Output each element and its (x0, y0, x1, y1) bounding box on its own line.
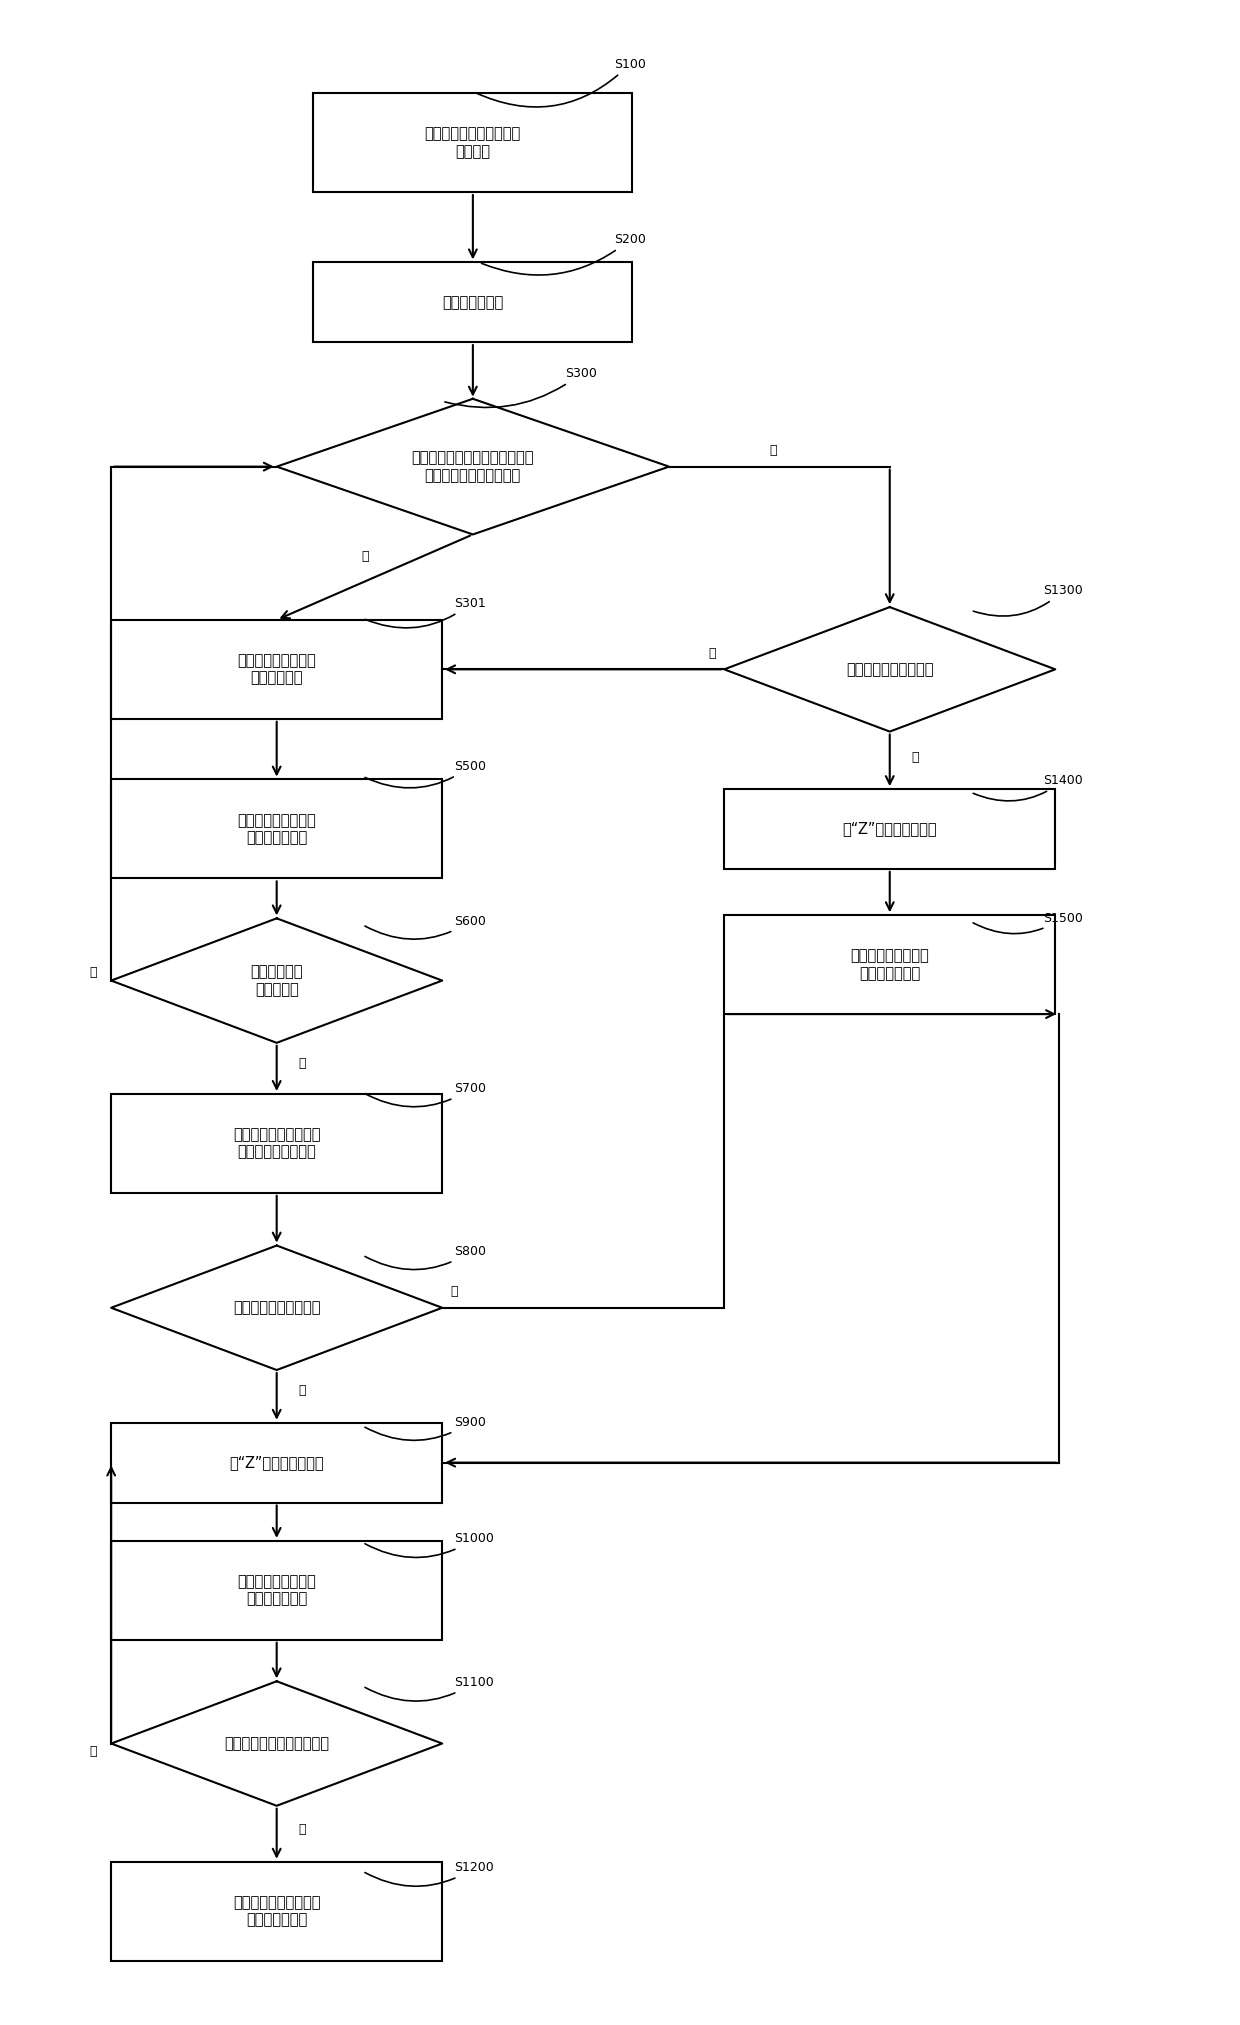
Text: 在移动过程中，获取
新的传感器信号: 在移动过程中，获取 新的传感器信号 (237, 1573, 316, 1606)
Text: S301: S301 (365, 597, 486, 628)
Text: 一种或多种传感器接收到
预警信号: 一种或多种传感器接收到 预警信号 (425, 126, 521, 158)
Text: 否: 否 (770, 443, 777, 458)
Polygon shape (112, 1245, 443, 1371)
Text: 在移动过程中，获取
新的传感器信号: 在移动过程中，获取 新的传感器信号 (237, 812, 316, 844)
Text: 在移动过程中，获取
新的传感器信号: 在移动过程中，获取 新的传感器信号 (851, 948, 929, 980)
Text: S1400: S1400 (973, 774, 1083, 802)
Text: 否: 否 (89, 1746, 97, 1758)
FancyBboxPatch shape (314, 93, 632, 192)
Polygon shape (112, 1681, 443, 1806)
Text: 根据收集到的信号个数判断是否
可以确认信号源可能方向: 根据收集到的信号个数判断是否 可以确认信号源可能方向 (412, 450, 534, 482)
Text: S1000: S1000 (365, 1533, 495, 1557)
Text: S100: S100 (475, 57, 646, 107)
Text: S1300: S1300 (973, 585, 1083, 616)
Text: S900: S900 (365, 1415, 486, 1440)
Polygon shape (112, 917, 443, 1043)
Text: S1100: S1100 (365, 1677, 495, 1701)
FancyBboxPatch shape (112, 780, 443, 879)
FancyBboxPatch shape (724, 790, 1055, 869)
Text: 本次预警信号处理过程
完毕，结束报警: 本次预警信号处理过程 完毕，结束报警 (233, 1895, 320, 1928)
Text: 发送预报警信号: 发送预报警信号 (443, 296, 503, 310)
Text: S800: S800 (365, 1245, 486, 1270)
Text: S1500: S1500 (973, 911, 1083, 934)
Text: S1200: S1200 (365, 1861, 495, 1885)
Text: S500: S500 (365, 759, 486, 788)
FancyBboxPatch shape (724, 915, 1055, 1015)
Text: 是: 是 (299, 1385, 306, 1397)
FancyBboxPatch shape (112, 1094, 443, 1193)
Text: 判断预警信号是否消失: 判断预警信号是否消失 (846, 662, 934, 676)
Text: 驱动机器人向信号源
可能方向移动: 驱动机器人向信号源 可能方向移动 (237, 654, 316, 686)
Text: 否: 否 (911, 751, 919, 763)
Text: 是: 是 (361, 549, 368, 563)
Text: 作为预警情况向上位机
发送全部传感器数据: 作为预警情况向上位机 发送全部传感器数据 (233, 1128, 320, 1160)
FancyBboxPatch shape (112, 620, 443, 719)
Text: 判断是否到达
信号源位置: 判断是否到达 信号源位置 (250, 964, 303, 996)
Text: S300: S300 (445, 367, 596, 407)
Polygon shape (277, 399, 670, 535)
FancyBboxPatch shape (112, 1861, 443, 1960)
Polygon shape (724, 608, 1055, 731)
Text: 否: 否 (89, 966, 97, 980)
FancyBboxPatch shape (112, 1541, 443, 1640)
Text: 是: 是 (299, 1822, 306, 1837)
FancyBboxPatch shape (314, 263, 632, 342)
Text: 判断预警信号是否消失: 判断预警信号是否消失 (233, 1300, 320, 1316)
Text: 是: 是 (299, 1057, 306, 1069)
FancyBboxPatch shape (112, 1424, 443, 1503)
Text: 否: 否 (451, 1286, 459, 1298)
Text: S200: S200 (481, 233, 646, 275)
Text: 再次判断预警信号是否消失: 再次判断预警信号是否消失 (224, 1735, 329, 1752)
Text: 是: 是 (708, 646, 715, 660)
Text: 沿“Z”字形移动机器人: 沿“Z”字形移动机器人 (842, 822, 937, 836)
Text: S600: S600 (365, 915, 486, 940)
Text: S700: S700 (365, 1081, 486, 1108)
Text: 沿“Z”字形移动机器人: 沿“Z”字形移动机器人 (229, 1456, 324, 1470)
